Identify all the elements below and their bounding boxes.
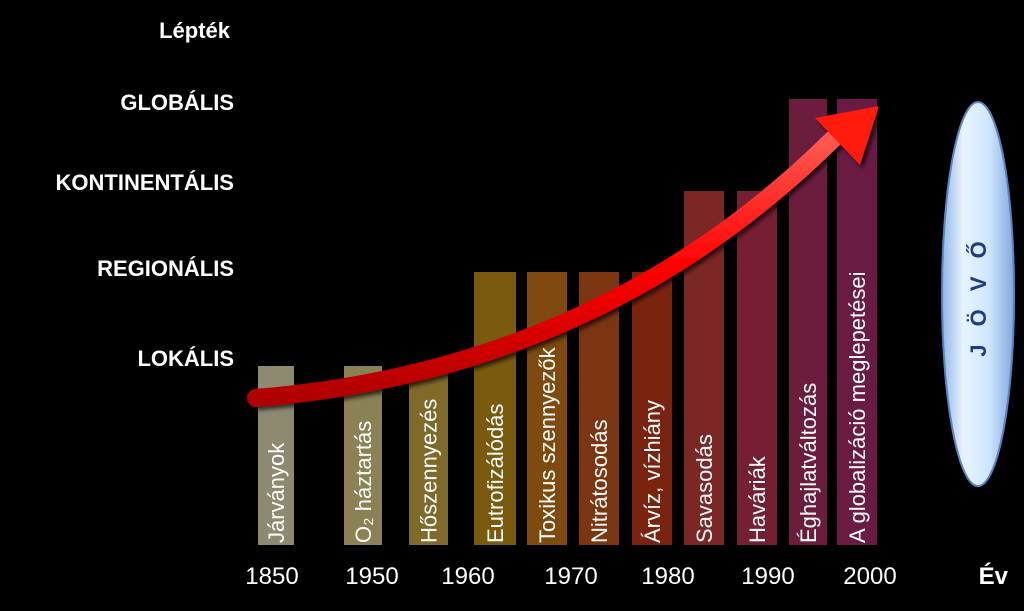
bar-label: Árvíz, vízhiány xyxy=(640,400,665,543)
y-axis-title: Lépték xyxy=(159,18,231,43)
bar-label: Eutrofizálódás xyxy=(483,404,508,543)
y-axis-levels: LOKÁLIS REGIONÁLIS KONTINENTÁLIS GLOBÁLIS xyxy=(56,90,234,371)
bar-label: Járványok xyxy=(264,442,289,543)
x-tick-label: 1980 xyxy=(641,563,694,590)
bar xyxy=(632,272,672,545)
bar-label: Savasodás xyxy=(692,434,717,543)
bar-label: A globalizáció meglepetései xyxy=(845,271,870,543)
future-pill: J Ö V Ő xyxy=(941,101,1015,487)
x-axis-title: Év xyxy=(979,562,1009,590)
x-axis-ticks: 1850 1950 1960 1970 1980 1990 2000 xyxy=(245,563,896,590)
bar-label: O₂ háztartás xyxy=(351,421,376,543)
trend-arrow-shaft xyxy=(247,129,843,407)
x-tick-label: 1990 xyxy=(741,563,794,590)
y-level-label: GLOBÁLIS xyxy=(120,90,234,115)
trend-arrow xyxy=(247,106,879,407)
y-level-label: LOKÁLIS xyxy=(137,346,234,371)
x-tick-label: 1970 xyxy=(544,563,597,590)
x-tick-label: 2000 xyxy=(843,563,896,590)
x-tick-label: 1950 xyxy=(345,563,398,590)
x-tick-label: 1850 xyxy=(245,563,298,590)
x-tick-label: 1960 xyxy=(441,563,494,590)
bar-label: Nitrátosodás xyxy=(587,419,612,543)
bar-label: Éghajlatváltozás xyxy=(796,383,821,543)
bar-label: Toxikus szennyezők xyxy=(535,346,560,543)
future-label: J Ö V Ő xyxy=(966,235,991,356)
bar-label: Hőszennyezés xyxy=(417,399,442,543)
bar xyxy=(344,366,382,545)
bar xyxy=(409,366,448,545)
y-level-label: KONTINENTÁLIS xyxy=(56,170,234,195)
bar xyxy=(837,99,877,545)
y-level-label: REGIONÁLIS xyxy=(97,256,234,281)
bar-group: Járványok O₂ háztartás Hőszennyezés Eutrofi… xyxy=(258,99,877,545)
bar xyxy=(474,272,516,545)
bar-label: Haváriák xyxy=(745,455,770,543)
trend-arrow-head xyxy=(815,106,879,165)
bar xyxy=(737,191,777,545)
